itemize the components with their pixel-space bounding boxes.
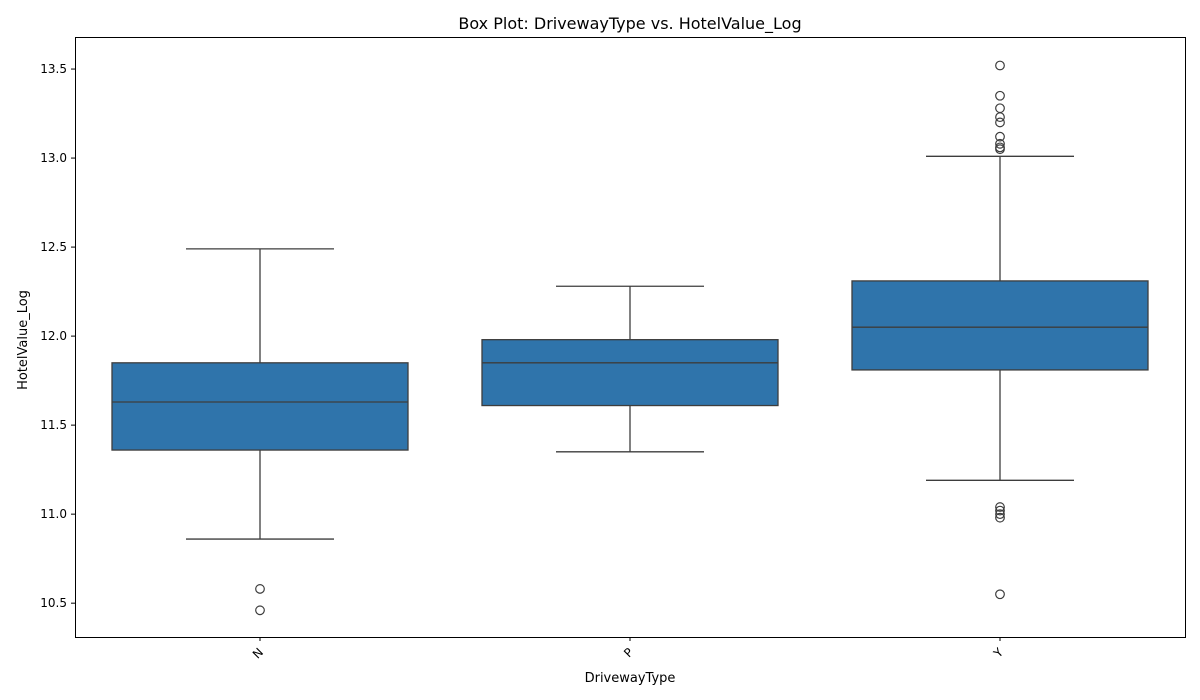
y-tick-label: 13.5 bbox=[40, 62, 67, 76]
box-p bbox=[481, 285, 779, 453]
boxes-group bbox=[111, 60, 1149, 616]
outlier-point bbox=[995, 90, 1005, 101]
y-tick-label: 10.5 bbox=[40, 596, 67, 610]
x-tick-label-p: P bbox=[621, 645, 636, 660]
outlier-point bbox=[995, 117, 1005, 128]
chart-title: Box Plot: DrivewayType vs. HotelValue_Lo… bbox=[458, 14, 801, 34]
box-iqr bbox=[851, 280, 1149, 371]
box-iqr bbox=[111, 362, 409, 451]
y-tick-label: 11.0 bbox=[40, 507, 67, 521]
outlier-point bbox=[255, 584, 265, 594]
y-axis: 10.5 11.0 11.5 12.0 12.5 13.0 13.5 bbox=[40, 62, 75, 610]
outlier-point bbox=[995, 131, 1005, 142]
box-y bbox=[851, 60, 1149, 600]
outlier-point bbox=[995, 60, 1005, 71]
box-n bbox=[111, 248, 409, 616]
x-axis-label: DrivewayType bbox=[585, 671, 676, 686]
y-tick-label: 12.5 bbox=[40, 240, 67, 254]
outlier-point bbox=[995, 512, 1005, 523]
y-tick-label: 13.0 bbox=[40, 151, 67, 165]
y-tick-label: 12.0 bbox=[40, 329, 67, 343]
outlier-point bbox=[995, 138, 1005, 149]
outlier-point bbox=[995, 103, 1005, 114]
y-tick-label: 11.5 bbox=[40, 418, 67, 432]
outlier-point bbox=[995, 505, 1005, 516]
outlier-point bbox=[995, 502, 1005, 512]
outlier-point bbox=[995, 589, 1005, 600]
y-axis-label: HotelValue_Log bbox=[16, 290, 31, 390]
x-tick-label-y: Y bbox=[990, 645, 1006, 661]
outlier-point bbox=[995, 509, 1005, 520]
outlier-point bbox=[995, 144, 1005, 155]
outlier-point bbox=[255, 605, 265, 616]
x-tick-label-n: N bbox=[250, 645, 266, 661]
outlier-point bbox=[995, 112, 1005, 123]
box-iqr bbox=[481, 339, 779, 407]
